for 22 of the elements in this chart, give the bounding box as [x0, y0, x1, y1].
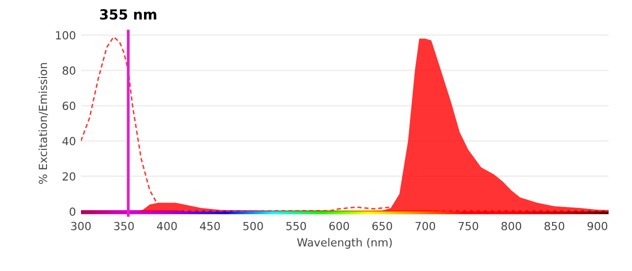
x-tick-label: 300 [71, 222, 91, 230]
x-tick-label: 400 [156, 222, 177, 230]
y-tick-label: 40 [62, 136, 76, 146]
y-tick-label: 100 [56, 31, 76, 40]
x-tick-label: 450 [200, 222, 220, 230]
y-tick-label: 80 [62, 66, 76, 75]
x-tick-label: 750 [458, 222, 478, 230]
x-tick-label: 800 [501, 222, 522, 230]
y-tick-label: 20 [62, 172, 76, 181]
ref-line-label: 355 nm [100, 9, 156, 20]
y-tick-label: 60 [62, 102, 76, 110]
x-tick-label: 850 [544, 222, 564, 230]
x-tick-label: 600 [329, 222, 350, 230]
x-tick-label: 500 [243, 222, 263, 230]
x-tick-label: 700 [416, 222, 436, 230]
x-tick-label: 900 [588, 222, 608, 230]
y-tick-label: 0 [70, 207, 76, 216]
x-tick-label: 550 [286, 222, 306, 230]
x-tick-label: 350 [114, 222, 134, 230]
x-axis-title: Wavelength (nm) [297, 238, 392, 249]
x-tick-label: 650 [372, 222, 392, 230]
y-axis-title: % Excitation/Emission [38, 63, 48, 184]
